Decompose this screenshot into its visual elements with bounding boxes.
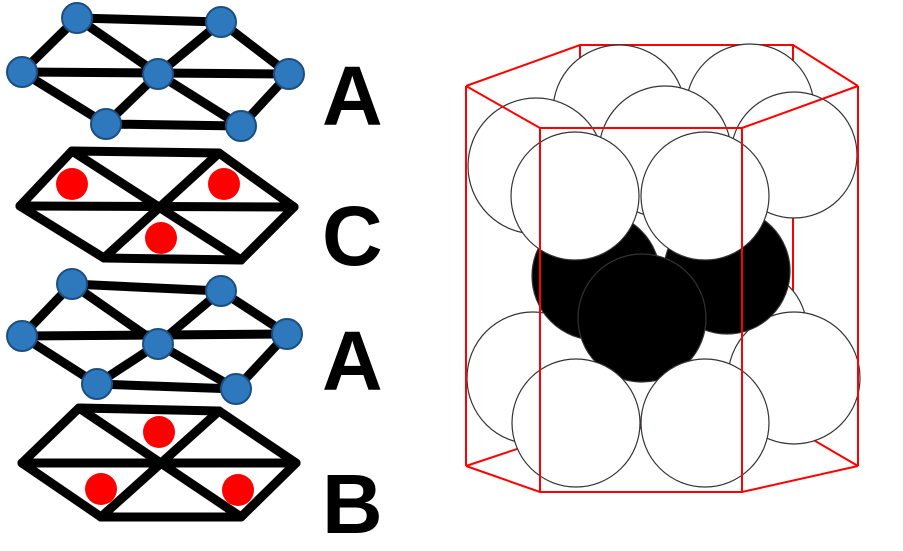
- atom-blue: [61, 2, 93, 34]
- sphere-white: [640, 131, 770, 261]
- layer-label: B: [322, 457, 383, 551]
- layer-label: A: [322, 314, 383, 408]
- atom-blue: [142, 328, 174, 360]
- layer-c: C: [15, 146, 383, 283]
- atom-red: [145, 222, 177, 254]
- spheres-top-front: [510, 131, 770, 261]
- sphere-white: [640, 358, 770, 488]
- layer-a-middle-atoms: [6, 268, 303, 405]
- atom-blue: [6, 56, 38, 88]
- layer-c-lattice: [15, 146, 299, 265]
- sphere-white: [510, 131, 640, 261]
- atom-blue: [81, 368, 113, 400]
- atom-blue: [271, 318, 303, 350]
- layer-b-atoms: [85, 416, 254, 506]
- atom-blue: [273, 58, 305, 90]
- atom-blue: [225, 110, 257, 142]
- atom-blue: [56, 268, 88, 300]
- layer-c-atoms: [56, 168, 240, 254]
- unit-cell: [465, 43, 861, 493]
- atom-blue: [205, 6, 237, 38]
- spheres-bottom-front: [511, 358, 770, 488]
- atom-red: [56, 168, 88, 200]
- layer-b-lattice: [17, 403, 301, 522]
- layer-label: C: [322, 189, 383, 283]
- layer-a-middle: A: [6, 268, 383, 408]
- layer-label: A: [322, 49, 383, 143]
- atom-blue: [220, 373, 252, 405]
- atom-blue: [90, 108, 122, 140]
- sphere-white: [511, 358, 641, 488]
- atom-red: [222, 474, 254, 506]
- atom-blue: [142, 58, 174, 90]
- atom-blue: [205, 275, 237, 307]
- cell-front-edges: [465, 85, 859, 493]
- layer-b: B: [17, 403, 383, 551]
- atom-red: [85, 473, 117, 505]
- atom-blue: [6, 320, 38, 352]
- atom-red: [143, 416, 175, 448]
- sphere-black: [577, 253, 707, 383]
- atom-red: [208, 168, 240, 200]
- layer-a-top-atoms: [6, 2, 305, 142]
- layer-a-top: A: [6, 2, 383, 143]
